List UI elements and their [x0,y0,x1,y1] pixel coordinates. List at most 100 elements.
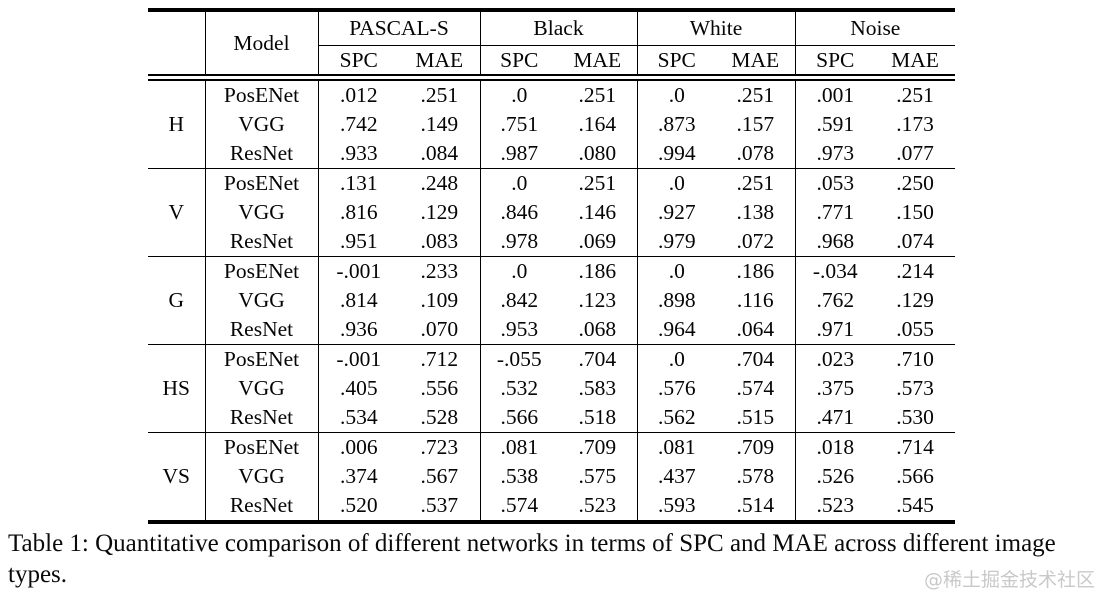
subheader-cell: SPC [636,45,716,81]
value-cell: .0 [636,77,716,110]
value-cell: .146 [578,200,617,224]
value-cell: .080 [578,141,617,165]
value-cell: .083 [420,229,459,253]
value-cell: .709 [716,432,796,462]
model-cell: PosENet [205,168,319,198]
value-cell: .537 [420,493,459,517]
value-cell: .520 [317,491,399,522]
model-cell: VGG [205,374,319,403]
table-row: ResNet .951 .083 .978 .069 .979 .072 .96… [148,227,955,257]
group-label-cell: V [148,168,206,257]
value-cell: .971 [794,315,876,345]
value-cell: .074 [896,229,934,253]
model-cell: ResNet [205,139,319,169]
value-cell: .131 [317,168,399,198]
value-cell: .714 [875,432,956,462]
value-cell: .979 [636,227,716,257]
value-cell: .248 [399,168,480,198]
value-cell: .515 [736,405,775,429]
value-cell: -.034 [794,256,876,286]
value-cell: .070 [420,317,459,341]
model-cell: PosENet [205,256,319,286]
results-table-wrap: Model PASCAL-S Black White Noise SPC MAE… [148,8,956,524]
table-row: ResNet .534 .528 .566 .518 .562 .515 .47… [148,403,955,433]
column-group-header: PASCAL-S [317,10,480,46]
watermark: @稀土掘金技术社区 [923,569,1095,591]
value-cell: .574 [479,491,558,522]
value-cell: .233 [399,256,480,286]
table-row: ResNet .933 .084 .987 .080 .994 .078 .97… [148,139,955,169]
value-cell: .006 [317,432,399,462]
value-cell: .518 [578,405,617,429]
value-cell: .251 [420,83,459,107]
table-row: VGG .816 .129 .846 .146 .927 .138 .771 .… [148,198,955,227]
value-cell: .0 [636,256,716,286]
value-cell: .578 [736,464,775,488]
value-cell: .538 [479,462,558,491]
value-cell: .573 [896,376,934,400]
model-cell: ResNet [205,491,319,522]
value-cell: .138 [736,200,775,224]
model-cell: VGG [205,286,319,315]
value-cell: .933 [317,139,399,169]
value-cell: .575 [578,464,617,488]
value-cell: .157 [736,112,775,136]
value-cell: .534 [317,403,399,433]
table-caption: Table 1: Quantitative comparison of diff… [8,530,1056,588]
value-cell: .072 [736,229,775,253]
subheader-cell: SPC [479,45,558,81]
value-cell: .846 [479,198,558,227]
subheader-cell: MAE [875,45,956,81]
value-cell: .186 [716,256,796,286]
value-cell: .712 [399,344,480,374]
value-cell: .077 [896,141,934,165]
value-cell: .250 [875,168,956,198]
table-row: G PosENet -.001 .233 .0 .186 .0 .186 -.0… [148,256,956,345]
value-cell: .556 [420,376,459,400]
subheader-cell: MAE [716,45,796,81]
value-cell: .994 [636,139,716,169]
column-group-header: Black [479,10,637,46]
value-cell: -.001 [317,256,399,286]
value-cell: .528 [420,405,459,429]
subheader-cell: SPC [794,45,876,81]
table-row: VGG .405 .556 .532 .583 .576 .574 .375 .… [148,374,955,403]
value-cell: .064 [736,317,775,341]
table-row: HS PosENet -.001 .712 -.055 .704 .0 .704… [148,344,956,433]
value-cell: .514 [736,493,775,517]
value-cell: .951 [317,227,399,257]
header-row-groups: Model PASCAL-S Black White Noise [148,10,956,81]
value-cell: .987 [479,139,558,169]
value-cell: .567 [420,464,459,488]
model-cell: ResNet [205,315,319,345]
value-cell: .742 [317,110,399,139]
value-cell: .751 [479,110,558,139]
table-row: VGG .814 .109 .842 .123 .898 .116 .762 .… [148,286,955,315]
value-cell: .129 [420,200,459,224]
value-cell: .471 [794,403,876,433]
value-cell: .149 [420,112,459,136]
value-cell: .523 [794,491,876,522]
value-cell: .023 [794,344,876,374]
value-cell: .164 [578,112,617,136]
model-cell: ResNet [205,227,319,257]
value-cell: .964 [636,315,716,345]
value-cell: .123 [578,288,617,312]
model-cell: PosENet [205,77,319,110]
results-table: Model PASCAL-S Black White Noise SPC MAE… [148,8,956,524]
value-cell: -.001 [317,344,399,374]
value-cell: .574 [736,376,775,400]
value-cell: .081 [636,432,716,462]
value-cell: .816 [317,198,399,227]
value-cell: .530 [896,405,934,429]
column-group-header: Noise [794,10,956,46]
value-cell: .566 [479,403,558,433]
value-cell: .704 [716,344,796,374]
value-cell: .953 [479,315,558,345]
model-cell: VGG [205,198,319,227]
value-cell: .078 [736,141,775,165]
table-row: VS PosENet .006 .723 .081 .709 .081 .709… [148,432,956,522]
value-cell: -.055 [479,344,558,374]
value-cell: .978 [479,227,558,257]
